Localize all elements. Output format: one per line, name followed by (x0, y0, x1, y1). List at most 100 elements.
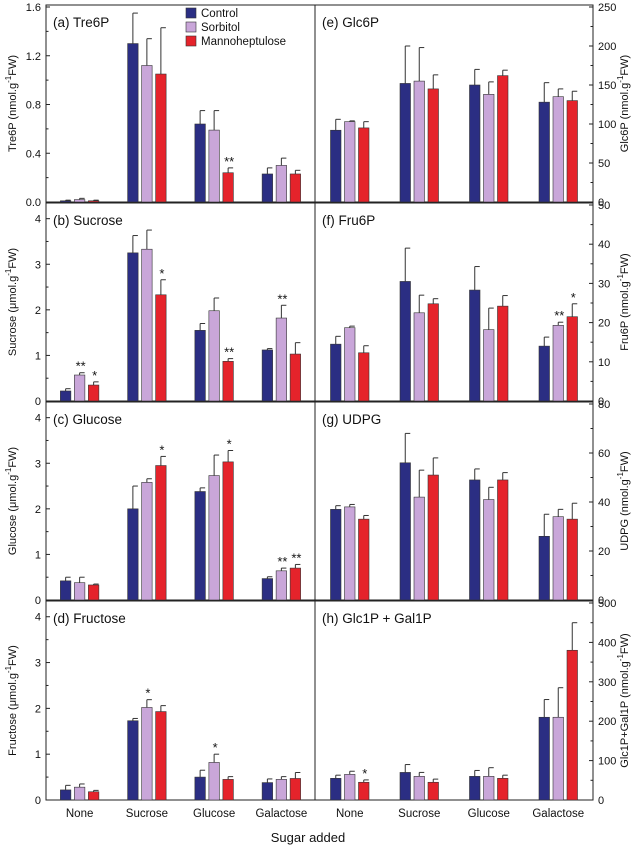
bar (88, 791, 100, 801)
panel-frame (45, 4, 316, 203)
bar (552, 716, 564, 801)
y-tick-label: 150 (598, 80, 616, 92)
category-label: Glucose (193, 808, 235, 820)
bar (155, 711, 167, 801)
bar (261, 782, 273, 801)
bar (74, 374, 86, 402)
bar (497, 778, 509, 801)
bar (358, 127, 370, 203)
y-tick-label: 60 (598, 448, 610, 460)
bar (538, 101, 550, 203)
y-tick-label: 40 (598, 497, 610, 509)
y-tick-label: 0 (598, 595, 604, 607)
bar (261, 578, 273, 601)
bar (141, 707, 153, 801)
panel-title: (c) Glucose (53, 412, 122, 427)
y-tick-label: 0.8 (26, 100, 41, 112)
bar (330, 343, 342, 402)
bar (275, 165, 287, 203)
bar (483, 329, 495, 402)
y-tick-label: 400 (598, 637, 616, 649)
bar (194, 776, 206, 801)
bar (427, 88, 439, 203)
bar (222, 172, 234, 203)
y-tick-label: 200 (598, 716, 616, 728)
y-tick-label: 20 (598, 318, 610, 330)
bar (330, 778, 342, 801)
bar (538, 716, 550, 801)
bar (427, 474, 439, 601)
panel-frame (314, 4, 594, 203)
panel-title: (f) Fru6P (322, 213, 375, 228)
bar (413, 80, 425, 203)
bar (208, 762, 220, 801)
y-tick-label: 0 (35, 396, 41, 408)
y-tick-label: 80 (598, 399, 610, 411)
bar (141, 65, 153, 203)
bar (60, 580, 72, 601)
bar (344, 506, 356, 601)
category-label: None (66, 808, 94, 820)
bar (141, 482, 153, 601)
panel-title: (g) UDPG (322, 412, 381, 427)
panel-title: (d) Fructose (53, 611, 126, 626)
y-axis-label: Glc1P+Gal1P (nmol.g-1FW) (616, 633, 631, 767)
bar (497, 305, 509, 402)
y-tick-label: 3 (35, 259, 41, 271)
bar (289, 567, 301, 601)
panel-title: (b) Sucrose (53, 213, 123, 228)
panel-frame (45, 202, 316, 402)
bar (289, 353, 301, 402)
legend-label: Sorbitol (201, 22, 240, 34)
panel-frame (314, 401, 594, 601)
bar (74, 786, 86, 801)
bar (60, 390, 72, 402)
significance-marker: * (92, 368, 97, 383)
category-label: Galactose (255, 808, 307, 820)
bar (194, 491, 206, 601)
bar (289, 173, 301, 203)
bar (399, 281, 411, 402)
significance-marker: ** (291, 550, 301, 565)
bar (127, 43, 139, 203)
significance-marker: * (213, 740, 218, 755)
legend-swatch (185, 7, 197, 19)
y-tick-label: 20 (598, 546, 610, 558)
y-tick-label: 0 (598, 795, 604, 807)
y-tick-label: 500 (598, 598, 616, 610)
panel-title: (a) Tre6P (53, 15, 109, 30)
bar (127, 508, 139, 601)
y-tick-label: 4 (35, 612, 41, 624)
bar (88, 200, 100, 203)
bar (469, 776, 481, 801)
significance-marker: ** (76, 359, 86, 374)
y-tick-label: 1 (35, 549, 41, 561)
y-axis-label: Glucose (μmol.g-1FW) (4, 447, 19, 555)
y-tick-label: 40 (598, 239, 610, 251)
bar (344, 327, 356, 402)
y-tick-label: 300 (598, 677, 616, 689)
panel-title: (h) Glc1P + Gal1P (322, 611, 432, 626)
panel-frame (45, 401, 316, 601)
bar (208, 475, 220, 601)
legend-swatch (185, 21, 197, 33)
bar (566, 100, 578, 203)
bar (358, 518, 370, 601)
y-tick-label: 30 (598, 278, 610, 290)
bar (222, 461, 234, 601)
bar (275, 317, 287, 402)
category-label: Sucrose (398, 808, 440, 820)
bar (60, 200, 72, 203)
bar (427, 781, 439, 801)
panel-frame (45, 600, 316, 801)
category-labels: None Sucrose Glucose Galactose None Sucrose Gl… (66, 808, 584, 820)
category-label: None (336, 808, 364, 820)
bar (566, 316, 578, 402)
bar (538, 535, 550, 601)
y-tick-label: 0.4 (26, 148, 41, 160)
bar (552, 96, 564, 203)
bar (155, 294, 167, 402)
panel-a: 0.0 0.4 0.8 1.2 1.6 Tre6P (nmol.g-1FW) (a) Tre… (4, 2, 316, 209)
